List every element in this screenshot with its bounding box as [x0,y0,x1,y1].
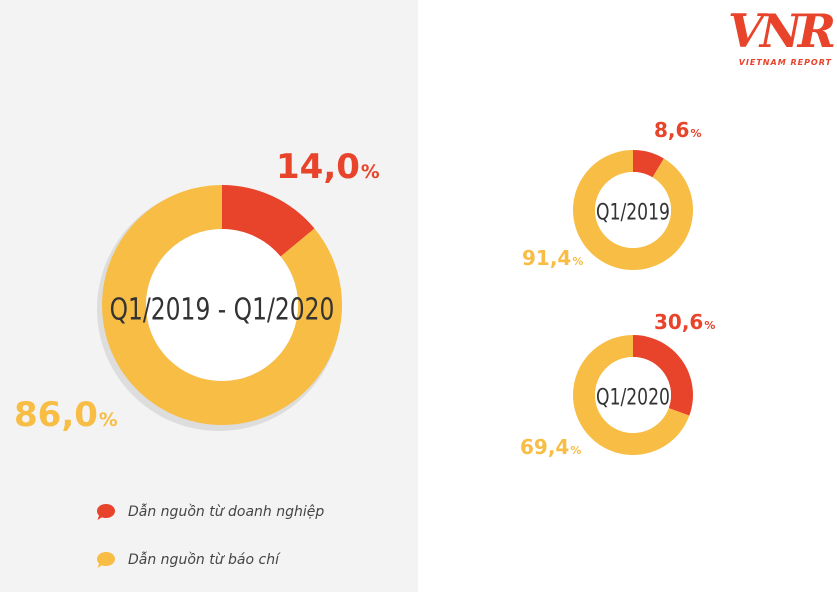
center-label-q1-2020: Q1/2020 [596,385,670,411]
donut-slice-enterprise-q1-2019 [633,150,664,178]
data-label-press-q1-2020: 69,4% [520,435,582,459]
data-label-press-total: 86,0% [14,395,118,435]
legend-item-enterprise: Dẫn nguồn từ doanh nghiệp [96,500,324,524]
donut-hole [595,357,671,433]
donut-chart-total [97,185,342,431]
donut-hole [146,229,298,381]
vnr-logo-subtitle: VIETNAM REPORT [738,58,832,67]
donut-slice-press-q1-2019 [573,150,694,270]
vnr-logo-mark: VNR [728,4,836,58]
center-label-q1-2019: Q1/2019 [596,200,670,226]
legend-label-enterprise: Dẫn nguồn từ doanh nghiệp [128,504,325,520]
donut-slice-press-q1-2020 [573,335,690,456]
data-label-enterprise-total: 14,0% [276,147,380,187]
donut-chart-q1-2019 [573,150,694,270]
legend-label-press: Dẫn nguồn từ báo chí [128,552,279,568]
donut-slice-enterprise-q1-2020 [633,335,693,416]
legend: Dẫn nguồn từ doanh nghiệp Dẫn nguồn từ b… [96,500,324,596]
speech-bubble-icon [97,504,115,520]
donut-hole [595,172,671,248]
center-label-total: Q1/2019 - Q1/2020 [109,292,335,328]
data-label-enterprise-q1-2019: 8,6% [654,118,702,142]
donut-slice-enterprise-total [222,185,315,257]
donut-slice-press-total [101,185,342,425]
speech-bubble-icon [97,552,115,568]
vnr-logo: VNR VIETNAM REPORT [728,4,836,70]
data-label-press-q1-2019: 91,4% [522,246,584,270]
legend-item-press: Dẫn nguồn từ báo chí [96,548,324,572]
donut-chart-q1-2020 [573,335,693,456]
data-label-enterprise-q1-2020: 30,6% [654,310,716,334]
